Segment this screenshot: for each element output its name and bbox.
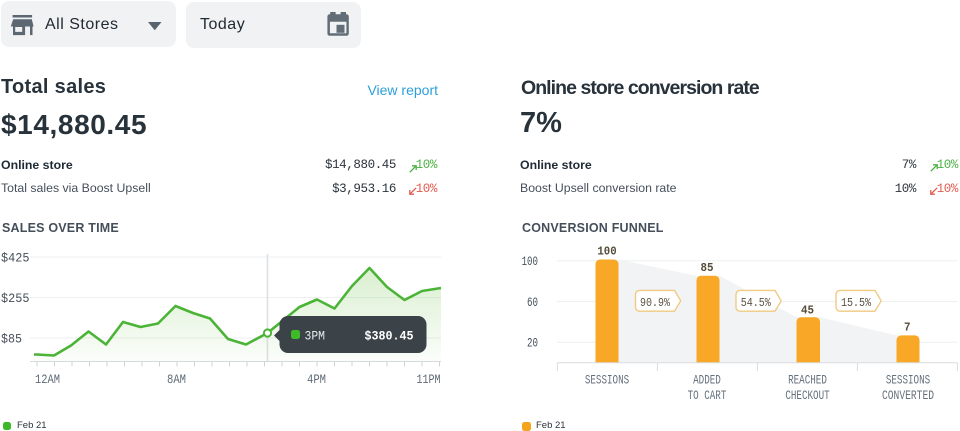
svg-text:$380.45: $380.45 <box>365 329 414 344</box>
svg-text:4PM: 4PM <box>307 373 326 387</box>
svg-text:$85: $85 <box>1 333 22 347</box>
svg-text:20: 20 <box>527 337 538 351</box>
svg-text:11PM: 11PM <box>417 373 441 387</box>
svg-text:SESSIONS: SESSIONS <box>886 374 930 388</box>
svg-text:7: 7 <box>904 321 911 335</box>
svg-text:54.5%: 54.5% <box>741 296 772 310</box>
svg-text:$425: $425 <box>1 252 30 266</box>
svg-text:SESSIONS: SESSIONS <box>585 374 629 388</box>
svg-text:ADDED: ADDED <box>693 374 721 388</box>
svg-text:3PM: 3PM <box>305 329 326 344</box>
svg-text:TO CART: TO CART <box>688 389 727 403</box>
svg-text:8AM: 8AM <box>167 373 186 387</box>
svg-text:$255: $255 <box>1 292 30 306</box>
svg-text:REACHED: REACHED <box>788 374 827 388</box>
svg-text:CHECKOUT: CHECKOUT <box>785 389 830 403</box>
svg-text:60: 60 <box>527 296 538 310</box>
svg-text:45: 45 <box>801 303 814 317</box>
svg-text:85: 85 <box>701 261 714 275</box>
svg-text:12AM: 12AM <box>35 373 60 387</box>
svg-text:15.5%: 15.5% <box>841 296 872 310</box>
svg-text:90.9%: 90.9% <box>640 296 671 310</box>
svg-text:100: 100 <box>597 245 616 259</box>
svg-text:CONVERTED: CONVERTED <box>882 389 934 403</box>
svg-text:100: 100 <box>522 255 538 269</box>
